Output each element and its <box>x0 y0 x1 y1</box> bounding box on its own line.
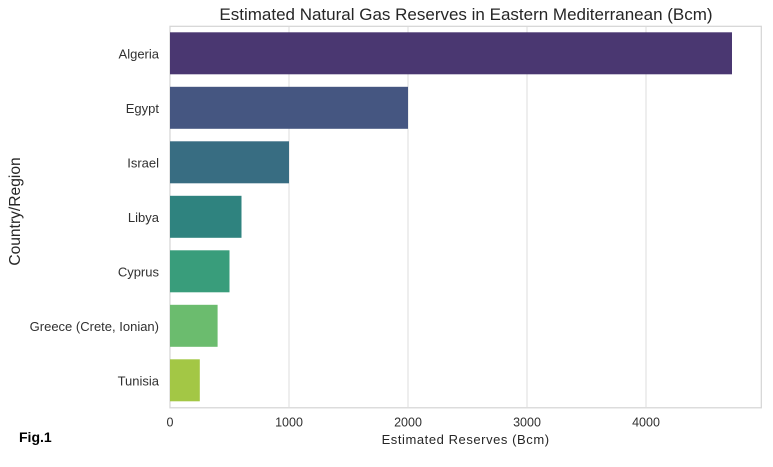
svg-text:Fig.1: Fig.1 <box>19 429 52 445</box>
svg-text:Estimated Natural Gas Reserves: Estimated Natural Gas Reserves in Easter… <box>219 5 712 24</box>
svg-text:Algeria: Algeria <box>119 47 160 62</box>
svg-text:2000: 2000 <box>394 416 422 430</box>
svg-text:Tunisia: Tunisia <box>118 374 160 389</box>
svg-text:0: 0 <box>167 416 174 430</box>
svg-text:Israel: Israel <box>127 156 159 171</box>
svg-text:1000: 1000 <box>275 416 303 430</box>
svg-text:4000: 4000 <box>632 416 660 430</box>
svg-text:3000: 3000 <box>513 416 541 430</box>
svg-text:Estimated Reserves (Bcm): Estimated Reserves (Bcm) <box>382 432 550 447</box>
svg-text:Libya: Libya <box>128 210 160 225</box>
svg-text:Egypt: Egypt <box>126 101 160 116</box>
svg-text:Cyprus: Cyprus <box>118 265 160 280</box>
svg-text:Country/Region: Country/Region <box>7 157 24 265</box>
svg-text:Greece (Crete, Ionian): Greece (Crete, Ionian) <box>30 319 159 334</box>
